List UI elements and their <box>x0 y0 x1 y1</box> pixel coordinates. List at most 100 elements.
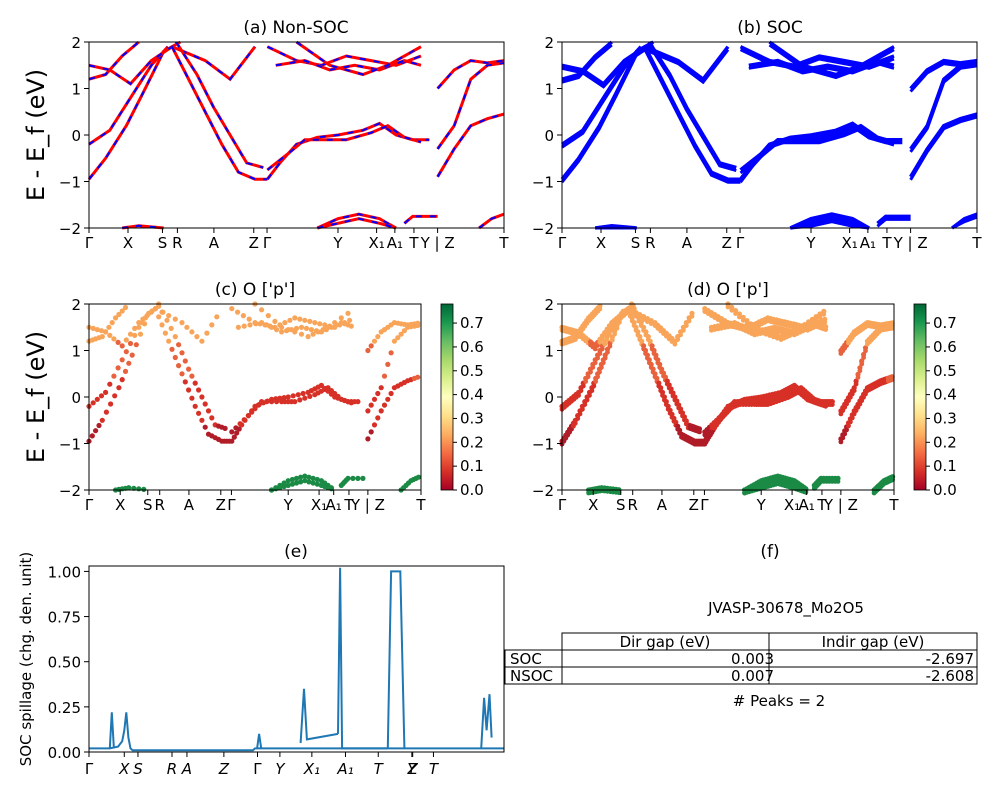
band-line-nonsoc-dashed <box>316 213 397 229</box>
kpath-label: Γ <box>85 234 94 252</box>
y-tick-label: 1.00 <box>48 563 81 581</box>
band-line-nonsoc-dashed <box>88 46 169 146</box>
y-tick-label: 0 <box>544 389 554 407</box>
projected-band-point <box>375 390 381 397</box>
projected-band-point <box>306 474 312 480</box>
kpath-label: Y <box>275 760 286 778</box>
projected-band-point <box>166 338 172 344</box>
projected-band-point <box>297 316 303 322</box>
y-tick-label: 0.50 <box>48 654 81 672</box>
table-row-label-nsoc: NSOC <box>510 667 553 685</box>
projected-band-point <box>265 313 271 319</box>
peaks-count: # Peaks = 2 <box>733 692 825 710</box>
kpath-label: T <box>498 234 509 252</box>
kpath-label: Γ <box>227 496 236 514</box>
projected-band-point <box>196 387 202 393</box>
projected-band-point <box>133 342 139 348</box>
projected-band-point <box>310 475 316 481</box>
band-line-nonsoc-dashed <box>317 217 397 229</box>
band-line-soc <box>909 58 978 90</box>
panel-d-colorbar-ticks: 0.0 0.1 0.2 0.3 0.4 0.5 0.6 0.7 <box>926 314 957 499</box>
projected-band-point <box>119 357 125 363</box>
projected-band-point <box>592 360 598 366</box>
projected-band-point <box>332 320 338 326</box>
projected-band-point <box>385 396 391 402</box>
panel-c-colorbar-ticks: 0.0 0.1 0.2 0.3 0.4 0.5 0.6 0.7 <box>453 314 484 499</box>
projected-band-point <box>297 397 303 403</box>
projected-band-point <box>365 347 371 354</box>
kpath-label: T <box>816 496 827 514</box>
projected-band-point <box>166 313 172 319</box>
y-tick-label: −1 <box>532 174 554 192</box>
projected-band-point <box>281 483 287 490</box>
kpath-label: A <box>181 760 192 778</box>
colorbar-tick-label: 0.3 <box>460 409 484 427</box>
band-line-nonsoc <box>403 214 438 225</box>
projected-band-point <box>298 331 305 337</box>
kpath-label: A₁ <box>387 234 403 252</box>
projected-band-point <box>119 343 125 349</box>
band-line-soc-split <box>643 49 741 184</box>
kpath-label: Γ <box>85 496 94 514</box>
kpath-label: Z <box>218 760 230 778</box>
projected-band-point <box>859 361 865 367</box>
projected-band-point <box>136 320 142 326</box>
projected-band-point <box>802 325 808 330</box>
kpath-label: S <box>158 234 168 252</box>
colorbar-tick-label: 0.6 <box>933 338 957 356</box>
projected-band-point <box>798 327 804 333</box>
projected-band-point <box>229 438 235 444</box>
projected-band-point <box>577 411 583 417</box>
kpath-label: T <box>374 760 385 778</box>
projected-band-point <box>189 395 195 401</box>
projected-band-point <box>378 385 384 391</box>
projected-band-point <box>209 415 215 421</box>
projected-band-point <box>587 393 592 398</box>
table-header-dir: Dir gap (eV) <box>620 633 711 651</box>
kpath-label: Γ <box>558 496 567 514</box>
table-value-soc-indir: -2.697 <box>926 650 974 668</box>
projected-band-point <box>231 434 237 440</box>
projected-band-point <box>98 393 105 399</box>
projected-band-point <box>835 479 841 484</box>
projected-band-point <box>572 420 578 426</box>
projected-band-point <box>90 400 96 406</box>
projected-band-point <box>315 329 321 335</box>
spillage-series-line <box>89 712 504 752</box>
projected-band-point <box>345 310 351 316</box>
projected-band-point <box>861 355 866 360</box>
projected-band-point <box>282 320 288 326</box>
projected-band-point <box>348 323 354 329</box>
projected-band-point <box>616 490 622 496</box>
projected-band-point <box>591 383 597 389</box>
projected-band-point <box>93 428 99 434</box>
projected-band-point <box>199 394 205 400</box>
band-line-nonsoc-dashed <box>122 224 164 229</box>
projected-band-point <box>172 354 178 361</box>
projected-band-point <box>609 337 615 343</box>
projected-band-point <box>259 399 265 405</box>
projected-band-point <box>129 352 135 358</box>
panel-f-title: (f) <box>760 542 779 562</box>
projected-band-point <box>269 399 275 405</box>
kpath-label: T <box>343 496 354 514</box>
kpath-label: Y | Z <box>350 496 385 514</box>
projected-band-point <box>285 327 291 333</box>
projected-band-point <box>264 322 270 328</box>
projected-band-point <box>401 328 407 334</box>
projected-band-point <box>189 329 195 335</box>
projected-band-point <box>889 323 895 329</box>
band-line-nonsoc-dashed <box>403 215 438 225</box>
y-tick-label: 0.75 <box>48 609 81 627</box>
colorbar-tick-label: 0.0 <box>460 481 484 499</box>
y-tick-label: −2 <box>59 220 81 238</box>
projected-band-point <box>233 425 239 431</box>
projected-band-point <box>592 346 598 352</box>
projected-band-point <box>578 388 584 394</box>
projected-band-point <box>806 322 811 328</box>
projected-band-point <box>241 417 247 423</box>
projected-band-point <box>204 330 210 336</box>
